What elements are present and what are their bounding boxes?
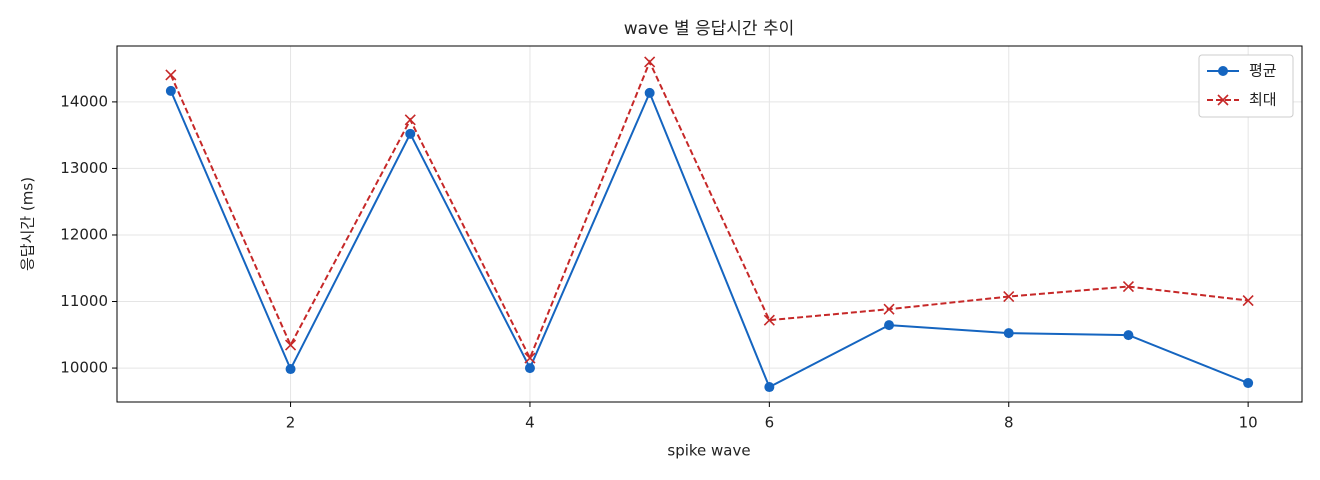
marker	[1003, 290, 1015, 303]
marker	[285, 364, 296, 375]
marker	[764, 382, 775, 393]
x-tick-label: 2	[286, 414, 296, 432]
y-tick-label: 13000	[60, 159, 108, 177]
y-tick-label: 12000	[60, 225, 108, 243]
legend-label: 평균	[1249, 62, 1277, 80]
y-axis-label: 응답시간 (ms)	[19, 177, 37, 271]
marker	[165, 85, 176, 96]
series-line	[169, 90, 1249, 389]
y-tick-label: 11000	[60, 292, 108, 310]
legend-label: 최대	[1249, 91, 1277, 109]
y-tick-label: 10000	[60, 359, 108, 377]
marker	[284, 339, 297, 351]
marker	[644, 87, 655, 98]
marker	[1123, 330, 1134, 341]
marker	[524, 352, 536, 364]
plot-frame	[116, 45, 1303, 403]
marker	[1242, 294, 1254, 307]
marker	[1243, 378, 1254, 389]
y-tick-label: 14000	[60, 92, 108, 110]
marker	[1003, 328, 1014, 339]
chart-title: wave 별 응답시간 추이	[624, 19, 795, 39]
marker	[644, 56, 656, 68]
marker	[405, 128, 416, 139]
x-tick-label: 6	[765, 414, 775, 432]
legend-marker	[1218, 66, 1228, 76]
series-line	[169, 59, 1249, 361]
legend-box	[1198, 54, 1294, 118]
marker	[763, 314, 775, 326]
marker	[1122, 280, 1135, 293]
legend-marker	[1217, 94, 1229, 106]
marker	[884, 320, 895, 331]
marker	[524, 363, 535, 374]
x-tick-label: 10	[1239, 414, 1258, 432]
x-tick-label: 8	[1004, 414, 1014, 432]
x-tick-label: 4	[525, 414, 535, 432]
x-axis-label: spike wave	[667, 442, 750, 460]
marker	[165, 69, 177, 81]
marker	[404, 114, 416, 126]
marker	[883, 303, 895, 315]
